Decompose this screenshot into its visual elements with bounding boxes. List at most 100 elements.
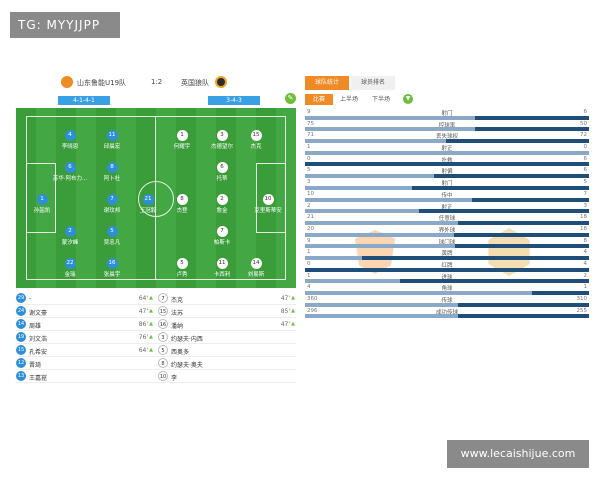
period-second-half[interactable]: 下半场 bbox=[371, 96, 390, 103]
stat-label: 传球 bbox=[441, 298, 453, 304]
home-player[interactable]: 2 蒙汐峰 bbox=[50, 226, 90, 246]
player-name: 帕斯卡 bbox=[213, 240, 231, 246]
home-crest-watermark bbox=[355, 230, 395, 274]
substitute-minute: 85' bbox=[280, 308, 290, 315]
stat-home-bar bbox=[305, 197, 473, 202]
stat-home-value: 20 bbox=[307, 225, 314, 232]
match-header: 山东鲁能U19队 1:2 英国狼队 bbox=[55, 74, 295, 92]
home-player[interactable]: 6 苏华·阿布力... bbox=[50, 162, 90, 182]
home-substitute[interactable]: 12 晋琦 bbox=[16, 358, 154, 369]
away-player[interactable]: 14 刘易斯 bbox=[236, 258, 276, 278]
stat-label: 射偏 bbox=[441, 169, 453, 176]
pencil-icon[interactable]: ✎ bbox=[285, 93, 296, 104]
substitute-name: 西奥多 bbox=[171, 349, 190, 356]
player-number: 8 bbox=[106, 162, 118, 173]
away-player[interactable]: 11 卡西利 bbox=[202, 258, 242, 278]
stat-row: 75 控球率 50 bbox=[305, 120, 589, 132]
substitute-name: 刘文浩 bbox=[29, 336, 48, 343]
player-number: 1 bbox=[36, 194, 48, 205]
stat-label: 丢失球权 bbox=[435, 134, 458, 141]
substitute-name: 法苏 bbox=[171, 310, 184, 317]
substitute-name: 杰克 bbox=[171, 297, 184, 304]
home-player[interactable]: 16 张晨宇 bbox=[92, 258, 132, 278]
away-substitute[interactable]: 10 李 bbox=[158, 371, 296, 382]
away-player[interactable]: 5 卢秀 bbox=[162, 258, 202, 278]
home-substitute[interactable]: 29- 64' ▲ bbox=[16, 293, 154, 304]
stat-away-bar bbox=[411, 185, 589, 190]
home-player[interactable]: 1 孙韶凯 bbox=[22, 194, 62, 214]
stat-away-value: 50 bbox=[580, 120, 587, 127]
home-substitute[interactable]: 24 谢文豪 47' ▲ bbox=[16, 306, 154, 317]
player-name: 卡西利 bbox=[213, 272, 231, 278]
stat-label: 射门 bbox=[441, 111, 453, 117]
away-player[interactable]: 15 杰克 bbox=[236, 130, 276, 150]
away-substitute[interactable]: 5 西奥多 bbox=[158, 345, 296, 356]
stat-bar bbox=[305, 291, 589, 295]
player-number: 6 bbox=[64, 162, 76, 173]
player-name: 张晨宇 bbox=[103, 272, 121, 278]
home-substitute[interactable]: 19 刘文浩 76' ▲ bbox=[16, 332, 154, 343]
stat-away-bar bbox=[446, 139, 589, 144]
period-first-half[interactable]: 上半场 bbox=[339, 96, 358, 103]
home-substitute[interactable]: 15 孔希安 64' ▲ bbox=[16, 345, 154, 356]
home-player[interactable]: 4 李晓恩 bbox=[50, 130, 90, 150]
away-substitute[interactable]: 15 法苏 85' ▲ bbox=[158, 306, 296, 317]
filter-icon[interactable]: ▼ bbox=[403, 94, 413, 104]
sub-in-arrow-icon: ▲ bbox=[149, 321, 153, 327]
player-number: 10 bbox=[262, 194, 274, 205]
home-player[interactable]: 5 贾忠凡 bbox=[92, 226, 132, 246]
player-name: 刘易斯 bbox=[247, 272, 265, 278]
away-player[interactable]: 8 杰登 bbox=[162, 194, 202, 214]
away-substitute[interactable]: 3 约瑟夫·内西 bbox=[158, 332, 296, 343]
player-name: 杰德望尔 bbox=[210, 144, 233, 150]
away-player[interactable]: 1 何耀宇 bbox=[162, 130, 202, 150]
period-full[interactable]: 比赛 bbox=[305, 94, 333, 105]
stat-label: 扑救 bbox=[441, 157, 453, 164]
player-number: 4 bbox=[64, 130, 76, 141]
home-substitute[interactable]: 13 王嘉崑 bbox=[16, 371, 154, 382]
away-player[interactable]: 10 克里斯蒂安 bbox=[248, 194, 288, 214]
away-substitute[interactable]: 8 约瑟夫·奥夫 bbox=[158, 358, 296, 369]
home-player[interactable]: 8 阿卜杜 bbox=[92, 162, 132, 182]
sub-row: 15 孔希安 64' ▲ 5 西奥多 bbox=[16, 344, 296, 357]
stat-home-value: 3 bbox=[307, 179, 311, 186]
stat-bar bbox=[305, 150, 589, 155]
stat-bar bbox=[305, 115, 589, 120]
player-name: 贾忠凡 bbox=[103, 240, 121, 246]
home-player[interactable]: 22 金瑞 bbox=[50, 258, 90, 278]
stat-away-value: 1 bbox=[583, 284, 588, 291]
stat-away-value: 6 bbox=[583, 155, 588, 162]
away-substitute[interactable]: 16 潘纳 47' ▲ bbox=[158, 319, 296, 330]
away-player[interactable]: 2 詹金 bbox=[202, 194, 242, 214]
home-player[interactable]: 21 王冠毅 bbox=[128, 194, 168, 214]
stat-bar bbox=[305, 220, 589, 225]
stat-home-bar bbox=[305, 150, 589, 155]
substitute-number: 14 bbox=[16, 319, 26, 329]
player-number: 6 bbox=[216, 162, 228, 173]
player-number: 21 bbox=[142, 194, 154, 205]
away-player[interactable]: 3 杰德望尔 bbox=[202, 130, 242, 150]
player-number: 5 bbox=[106, 226, 118, 237]
home-player[interactable]: 7 谢玟邦 bbox=[92, 194, 132, 214]
stat-label: 射门 bbox=[441, 181, 453, 188]
away-player[interactable]: 7 帕斯卡 bbox=[202, 226, 242, 246]
tab-team-stats[interactable]: 球队统计 bbox=[305, 76, 349, 90]
sub-row: 19 刘文浩 76' ▲ 3 约瑟夫·内西 bbox=[16, 331, 296, 344]
sub-in-arrow-icon: ▲ bbox=[149, 308, 153, 314]
player-name: 托蒂 bbox=[216, 176, 228, 182]
home-substitute[interactable]: 14 周雄 86' ▲ bbox=[16, 319, 154, 330]
stat-row: 360 传球 310 bbox=[305, 295, 589, 307]
stat-away-value: 3 bbox=[583, 202, 588, 209]
tab-player-ranking[interactable]: 球员排名 bbox=[351, 76, 395, 90]
home-player[interactable]: 11 邱晨宏 bbox=[92, 130, 132, 150]
stat-bar bbox=[305, 232, 589, 237]
player-number: 22 bbox=[64, 258, 76, 269]
player-number: 2 bbox=[64, 226, 76, 237]
away-team-name[interactable]: 英国狼队 bbox=[181, 79, 209, 87]
away-substitute[interactable]: 7 杰克 47' ▲ bbox=[158, 293, 296, 304]
away-player[interactable]: 6 托蒂 bbox=[202, 162, 242, 182]
substitute-number: 29 bbox=[16, 293, 26, 303]
player-number: 3 bbox=[216, 130, 228, 141]
home-team-name[interactable]: 山东鲁能U19队 bbox=[77, 79, 127, 87]
stat-away-value: 8 bbox=[583, 237, 588, 244]
